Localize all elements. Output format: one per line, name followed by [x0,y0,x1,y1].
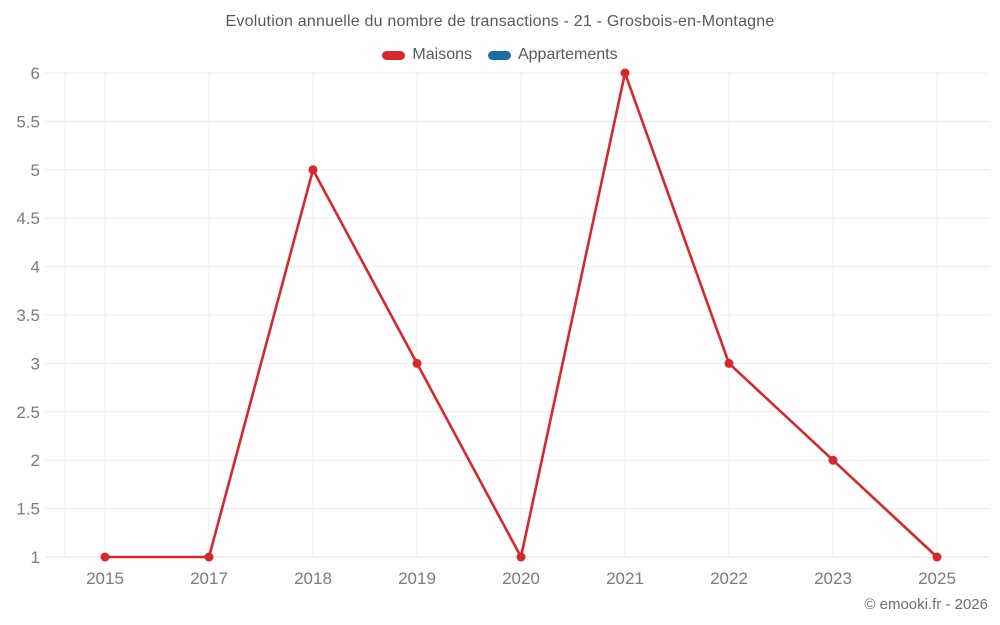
legend-swatch-appartements [487,50,511,60]
y-tick-label: 5.5 [16,112,40,131]
legend-item-label: Maisons [412,46,472,63]
data-point-maisons-2019[interactable] [412,358,422,368]
x-tick-label: 2017 [190,569,228,588]
legend-item-label: Appartements [517,46,618,63]
data-point-maisons-2017[interactable] [204,552,214,562]
data-point-maisons-2018[interactable] [308,165,318,175]
legend-item-maisons[interactable]: Maisons [382,46,472,64]
y-tick-label: 3 [31,354,40,373]
x-tick-label: 2025 [918,569,956,588]
x-tick-label: 2022 [710,569,748,588]
y-tick-label: 4 [31,258,40,277]
data-point-maisons-2021[interactable] [620,68,630,78]
chart-title: Evolution annuelle du nombre de transact… [225,13,775,30]
chart-legend: Maisons Appartements [0,46,1000,64]
y-tick-label: 6 [31,64,40,83]
x-tick-label: 2020 [502,569,540,588]
y-tick-label: 1 [31,548,40,567]
legend-swatch-maisons [382,50,406,60]
data-point-maisons-2015[interactable] [100,552,110,562]
y-tick-label: 1.5 [16,500,40,519]
x-tick-label: 2018 [294,569,332,588]
data-point-maisons-2022[interactable] [724,358,734,368]
x-tick-label: 2021 [606,569,644,588]
y-tick-label: 4.5 [16,209,40,228]
y-tick-label: 3.5 [16,306,40,325]
x-tick-label: 2019 [398,569,436,588]
y-tick-label: 5 [31,161,40,180]
y-tick-label: 2 [31,451,40,470]
x-tick-label: 2023 [814,569,852,588]
legend-item-appartements[interactable]: Appartements [487,46,618,64]
y-tick-label: 2.5 [16,403,40,422]
data-point-maisons-2023[interactable] [828,455,838,465]
data-point-maisons-2025[interactable] [932,552,942,562]
x-tick-label: 2015 [86,569,124,588]
data-point-maisons-2020[interactable] [516,552,526,562]
copyright: © emooki.fr - 2026 [864,596,988,613]
